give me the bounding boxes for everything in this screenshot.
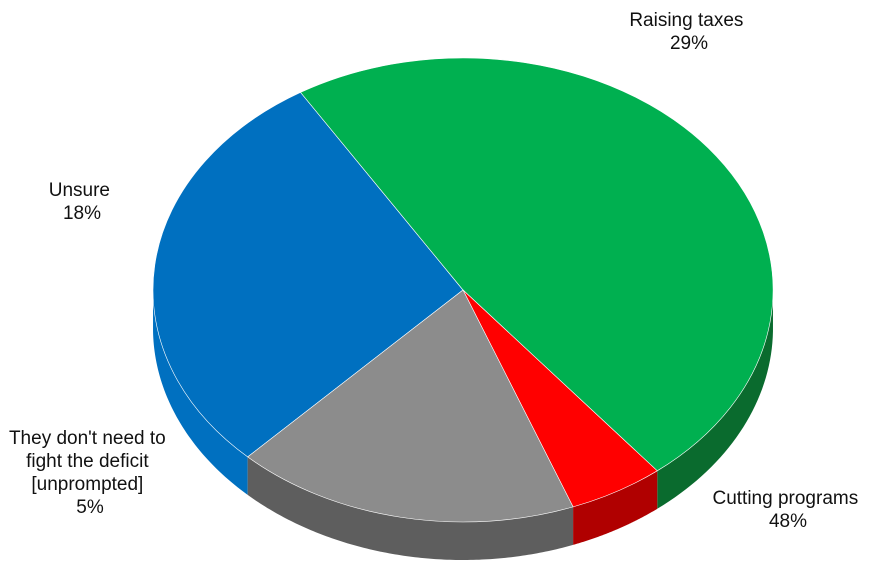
pie-depth-layer bbox=[153, 293, 773, 560]
pie-slice-raising-taxes bbox=[152, 92, 464, 458]
label-cutting-programs: Cutting programs 48% bbox=[712, 488, 863, 532]
pie-side-raising-taxes bbox=[153, 293, 248, 495]
pie-slice-cutting-programs bbox=[300, 57, 774, 472]
label-raising-taxes: Raising taxes 29% bbox=[629, 10, 748, 54]
pie-slices-layer bbox=[152, 57, 774, 523]
pie-slice-unsure bbox=[247, 289, 574, 523]
pie-side-they-don-t-need-to-fight-the-deficit-unprompted bbox=[573, 470, 658, 545]
pie-side-unsure bbox=[247, 456, 574, 560]
label-no-need-deficit: They don't need to fight the deficit [un… bbox=[9, 428, 171, 518]
pie-side-cutting-programs bbox=[657, 293, 773, 509]
label-unsure: Unsure 18% bbox=[49, 180, 116, 224]
pie-labels-layer: Raising taxes 29% Cutting programs 48% T… bbox=[9, 10, 863, 532]
